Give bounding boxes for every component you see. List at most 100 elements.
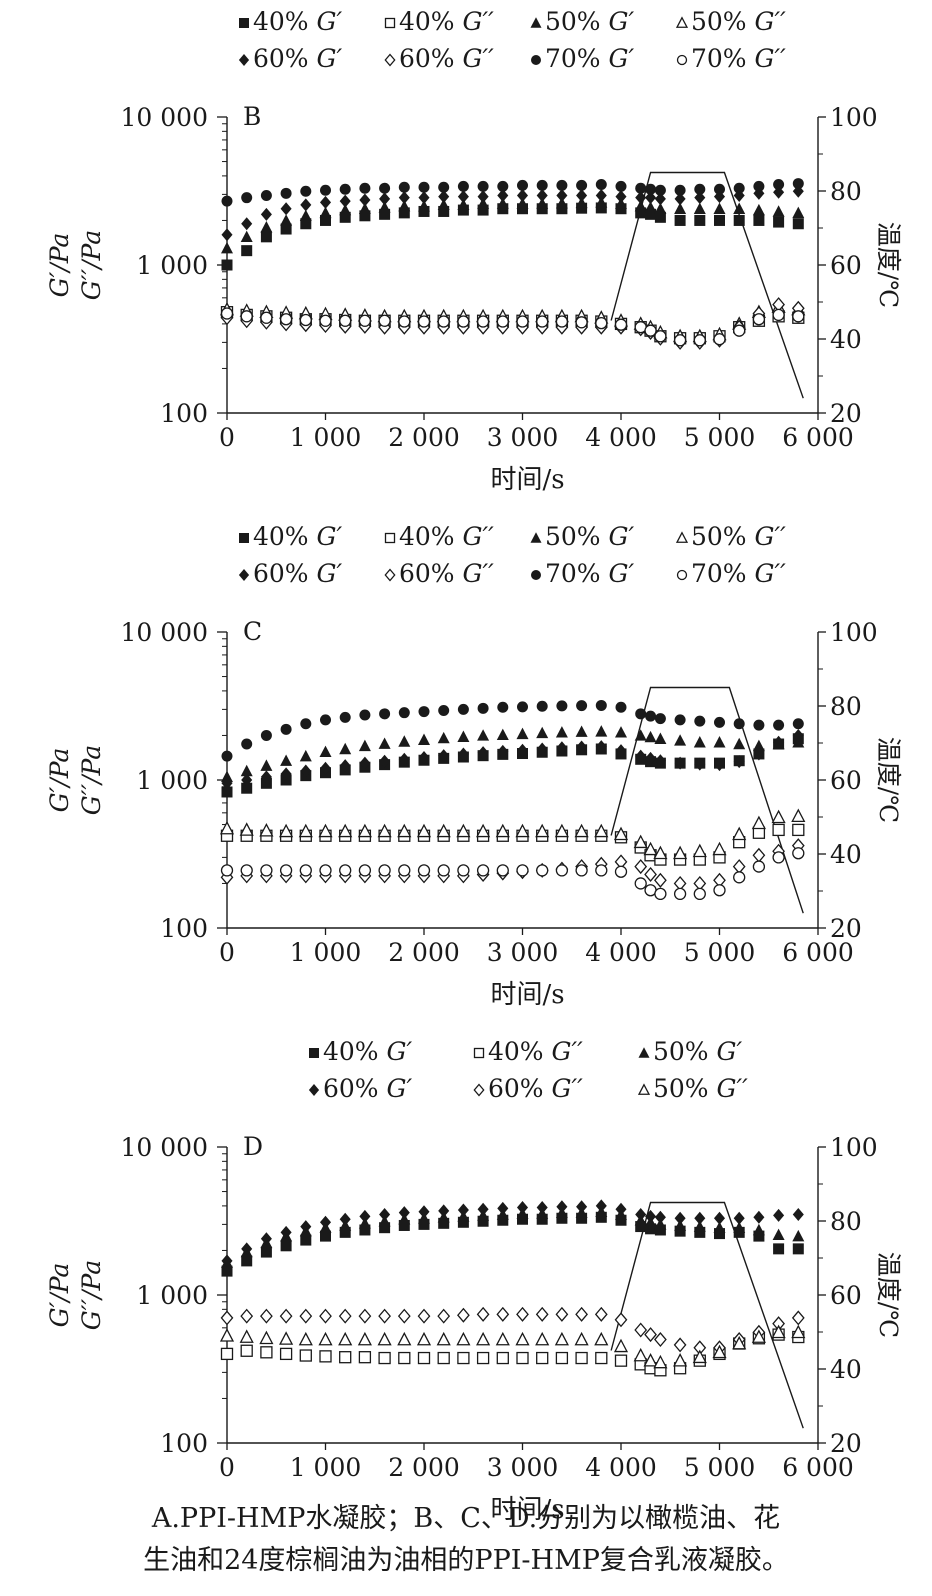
point-b-s1-18 [556, 203, 568, 215]
point-c-s7-29 [753, 719, 765, 731]
point-c-s8-6 [319, 864, 332, 877]
point-b-s7-29 [753, 180, 765, 192]
point-d-s2-6 [319, 1350, 332, 1363]
panel-label-d: D [243, 1132, 263, 1161]
point-b-s5-22 [635, 191, 647, 205]
point-d-s4-7 [339, 1212, 351, 1226]
point-d-s1-13 [457, 1216, 469, 1228]
y-tick-label-b-1: 1 000 [136, 251, 208, 280]
point-d-s6-21 [613, 1338, 629, 1353]
point-d-s5-1 [220, 1310, 234, 1326]
y-axis-title-g1-d: G′/Pa [45, 1263, 74, 1328]
point-b-s1-1 [221, 259, 233, 271]
point-b-s1-28 [733, 214, 745, 226]
point-d-s5-13 [457, 1307, 470, 1323]
point-d-s5-25 [673, 1337, 687, 1353]
point-d-s1-26 [694, 1226, 706, 1238]
y-axis-title-g2-c: G′′/Pa [77, 745, 106, 815]
point-d-s3-30 [772, 1228, 785, 1241]
point-b-s8-9 [378, 314, 391, 327]
point-c-s8-18 [555, 864, 569, 877]
point-d-s1-18 [556, 1212, 568, 1224]
point-d-s4-25 [674, 1211, 686, 1225]
point-d-s1-14 [477, 1215, 489, 1227]
legend-item-c-3: 50% G′ [530, 522, 634, 551]
point-d-s6-6 [318, 1331, 333, 1346]
point-c-s4-18 [554, 823, 569, 838]
point-b-s8-17 [536, 315, 549, 328]
y2-axis-title-c: 温度/℃ [874, 737, 903, 823]
point-d-s3-25 [674, 1219, 687, 1231]
point-d-s2-3 [260, 1346, 273, 1359]
point-b-s1-25 [674, 214, 686, 226]
point-d-s2-17 [536, 1351, 549, 1365]
point-c-s7-19 [576, 700, 588, 712]
point-c-s7-28 [733, 718, 745, 730]
point-b-s8-23 [644, 324, 657, 337]
series-c-7 [221, 699, 804, 762]
point-b-s8-16 [516, 315, 529, 328]
point-b-s5-26 [694, 191, 706, 205]
point-d-s4-23 [645, 1209, 657, 1223]
point-b-s3-29 [752, 203, 765, 216]
point-c-s3-10 [398, 735, 411, 747]
point-c-s7-16 [517, 701, 528, 713]
point-c-s5-2 [241, 773, 253, 787]
legend-label-b-2: 40% G′′ [399, 7, 494, 36]
point-d-s1-23 [645, 1223, 657, 1235]
point-c-s7-26 [694, 715, 706, 727]
point-d-s5-12 [437, 1308, 451, 1324]
legend-label-d-1: 40% G′ [323, 1037, 412, 1066]
point-d-s4-6 [319, 1215, 332, 1229]
point-b-s3-12 [437, 198, 450, 211]
point-d-s1-1 [221, 1265, 233, 1277]
point-c-s2-31 [792, 823, 805, 837]
legend-label-c-6: 60% G′′ [399, 559, 494, 588]
point-b-s7-10 [398, 181, 410, 193]
point-b-s5-20 [595, 188, 607, 202]
point-d-s1-24 [654, 1224, 666, 1236]
point-d-s1-3 [260, 1246, 272, 1258]
point-d-s2-1 [220, 1347, 234, 1361]
legend-item-b-1: 40% G′ [239, 7, 342, 36]
legend-item-c-6: 60% G′′ [384, 559, 494, 588]
point-b-s5-24 [654, 192, 666, 206]
series-c-6 [220, 838, 805, 891]
y-tick-label-d-1: 1 000 [136, 1281, 208, 1310]
point-d-s4-29 [753, 1210, 765, 1224]
legend-item-c-2: 40% G′′ [384, 522, 494, 551]
point-c-s7-20 [595, 699, 607, 711]
point-d-s1-17 [536, 1213, 548, 1225]
point-c-s7-4 [280, 723, 292, 735]
point-c-s7-21 [615, 701, 627, 713]
point-d-s1-10 [398, 1219, 410, 1231]
panel-label-c: C [243, 617, 262, 646]
point-d-s1-9 [379, 1222, 391, 1234]
point-d-s4-24 [654, 1210, 666, 1224]
point-b-s7-31 [792, 178, 804, 190]
point-c-s4-14 [476, 823, 491, 838]
point-c-s8-13 [457, 864, 470, 877]
point-d-s2-8 [358, 1351, 372, 1364]
point-b-s7-5 [300, 185, 312, 197]
point-d-s4-3 [260, 1232, 272, 1246]
point-c-s7-13 [457, 703, 469, 715]
point-d-s5-17 [535, 1306, 549, 1322]
legend-item-d-3: 50% G′ [638, 1037, 742, 1066]
point-b-s1-30 [773, 216, 785, 228]
legend-item-c-8: 70% G′′ [676, 559, 786, 588]
x-tick-label-c-0: 0 [219, 938, 235, 967]
point-c-s3-21 [615, 726, 627, 738]
point-b-s1-20 [595, 202, 607, 214]
point-b-s8-31 [792, 310, 805, 323]
point-c-s5-25 [674, 756, 686, 770]
legend-item-b-3: 50% G′ [530, 7, 634, 36]
point-d-s1-5 [300, 1234, 312, 1246]
point-b-s3-17 [536, 197, 549, 209]
point-d-s4-28 [733, 1211, 745, 1225]
point-c-s8-9 [378, 864, 391, 877]
x-tick-label-c-3: 3 000 [487, 938, 559, 967]
y2-tick-label-c-2: 60 [830, 766, 862, 795]
point-c-s4-12 [436, 823, 451, 838]
point-c-s3-14 [477, 729, 490, 741]
